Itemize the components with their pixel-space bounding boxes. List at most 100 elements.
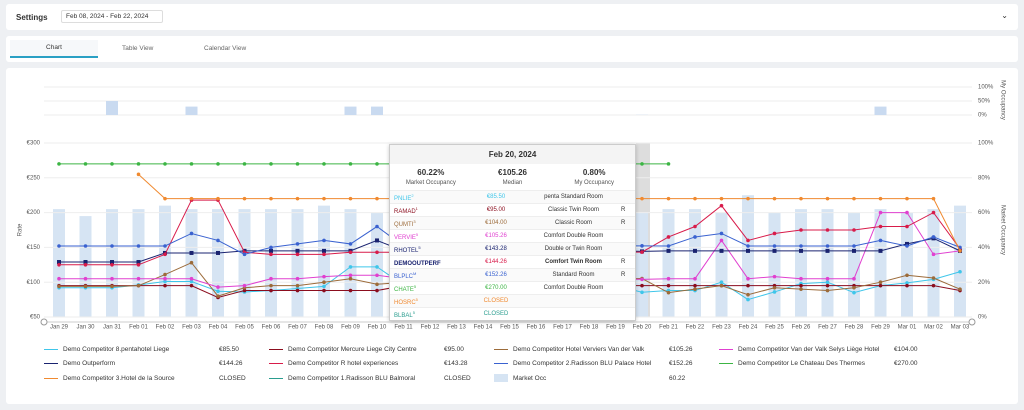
- legend-swatch: [44, 363, 58, 364]
- x-tick-label: Feb 02: [156, 325, 175, 331]
- point: [772, 274, 777, 279]
- legend-item: Demo Outperform €144.26: [44, 360, 269, 367]
- point: [348, 162, 353, 166]
- y3-tick-label: 0%: [978, 113, 987, 119]
- point: [269, 252, 273, 257]
- point: [746, 244, 750, 248]
- x-tick-label: Feb 25: [765, 325, 784, 331]
- x-tick-label: Feb 09: [341, 325, 360, 331]
- x-tick-label: Feb 21: [659, 325, 678, 331]
- point: [719, 203, 724, 208]
- point: [666, 276, 671, 281]
- tooltip-row: RAMAD1 €95.00 Classic Twin Room R: [390, 203, 635, 216]
- point: [719, 283, 724, 288]
- point: [57, 260, 61, 265]
- point: [693, 248, 697, 253]
- row-price: €95.00: [486, 207, 506, 213]
- date-range[interactable]: Feb 08, 2024 - Feb 22, 2024: [61, 10, 164, 23]
- row-room: Classic Twin Room: [548, 207, 599, 213]
- x-tick-label: Mar 01: [898, 325, 917, 331]
- stat-label: My Occupancy: [574, 180, 615, 186]
- legend-name: Demo Competitor Le Chateau Des Thermes: [738, 360, 866, 367]
- point: [189, 231, 194, 236]
- tab[interactable]: Table View: [122, 45, 154, 52]
- point: [905, 273, 909, 278]
- collapse-icon[interactable]: ⌄: [1001, 11, 1008, 20]
- point: [640, 244, 644, 248]
- point: [878, 210, 883, 215]
- tooltip-stat: €105.26 Median: [472, 168, 554, 186]
- point: [772, 285, 777, 290]
- point: [110, 276, 114, 281]
- point: [269, 283, 273, 288]
- point: [746, 248, 750, 253]
- point: [136, 162, 141, 166]
- legend-item: Demo Competitor Van der Valk Selys Liège…: [719, 346, 944, 353]
- point: [746, 297, 750, 302]
- tab[interactable]: Calendar View: [204, 45, 247, 52]
- point: [322, 162, 326, 166]
- point: [878, 238, 883, 243]
- point: [242, 162, 247, 166]
- row-price: CLOSED: [483, 311, 509, 317]
- point: [746, 283, 750, 288]
- point: [799, 283, 803, 288]
- row-code: RHOTEL5: [394, 244, 421, 254]
- row-flag: R: [621, 220, 626, 226]
- tooltip: Feb 20, 2024 60.22% Market Occupancy €105.…: [389, 144, 636, 321]
- y2-tick-label: 60%: [978, 210, 991, 216]
- legend-name: Demo Competitor Mercure Liege City Centr…: [288, 346, 417, 353]
- point: [57, 263, 61, 267]
- row-price: €152.26: [485, 272, 507, 278]
- tooltip-row: DEMOOUTPERF €144.26 Comfort Twin Room R: [390, 255, 635, 268]
- point: [772, 196, 777, 201]
- point: [719, 231, 724, 236]
- point: [931, 196, 936, 201]
- legend-value: 60.22: [669, 374, 686, 382]
- market-occ-bar: [901, 212, 913, 317]
- point: [322, 248, 326, 253]
- legend: Demo Competitor 8.pentahotel Liege €85.50…: [44, 346, 944, 382]
- legend-name: Demo Competitor 3.Hotel de la Source: [63, 374, 175, 382]
- tab[interactable]: Chart: [10, 40, 98, 58]
- legend-value: €152.26: [669, 360, 693, 367]
- point: [136, 172, 141, 177]
- x-tick-label: Feb 08: [315, 325, 334, 331]
- range-handle[interactable]: [968, 318, 976, 326]
- x-tick-label: Jan 31: [103, 325, 122, 331]
- point: [57, 276, 61, 281]
- tooltip-row: PNLIE2 €85.50 penta Standard Room: [390, 190, 635, 203]
- point: [799, 228, 803, 232]
- point: [375, 250, 379, 255]
- tooltip-row: RHOTEL5 €143.28 Double or Twin Room: [390, 242, 635, 255]
- point: [242, 252, 247, 257]
- point: [110, 284, 114, 289]
- point: [322, 252, 326, 257]
- point: [772, 244, 777, 248]
- tooltip-row: BLBAL5 CLOSED: [390, 307, 635, 320]
- x-tick-label: Feb 07: [288, 325, 307, 331]
- x-tick-label: Feb 14: [474, 325, 493, 331]
- point: [163, 272, 167, 277]
- legend-value: €95.00: [444, 346, 464, 353]
- point: [322, 196, 326, 201]
- x-tick-label: Feb 01: [129, 325, 148, 331]
- row-sup: 2: [411, 192, 414, 198]
- point: [746, 196, 750, 201]
- point: [83, 284, 88, 289]
- point: [269, 162, 273, 166]
- point: [825, 280, 830, 285]
- point: [348, 265, 353, 269]
- point: [640, 290, 644, 295]
- range-handle[interactable]: [40, 318, 48, 326]
- row-sup: 5: [415, 296, 418, 302]
- point: [348, 276, 353, 281]
- y-tick-label: €250: [27, 175, 41, 181]
- stat-value: 60.22%: [417, 168, 445, 177]
- point: [905, 241, 909, 246]
- market-occ-bar: [954, 205, 966, 317]
- y2-axis-label: Market Occupancy: [999, 205, 1005, 255]
- row-price: €144.26: [485, 259, 507, 265]
- y2-tick-label: 80%: [978, 175, 991, 181]
- point: [83, 276, 88, 281]
